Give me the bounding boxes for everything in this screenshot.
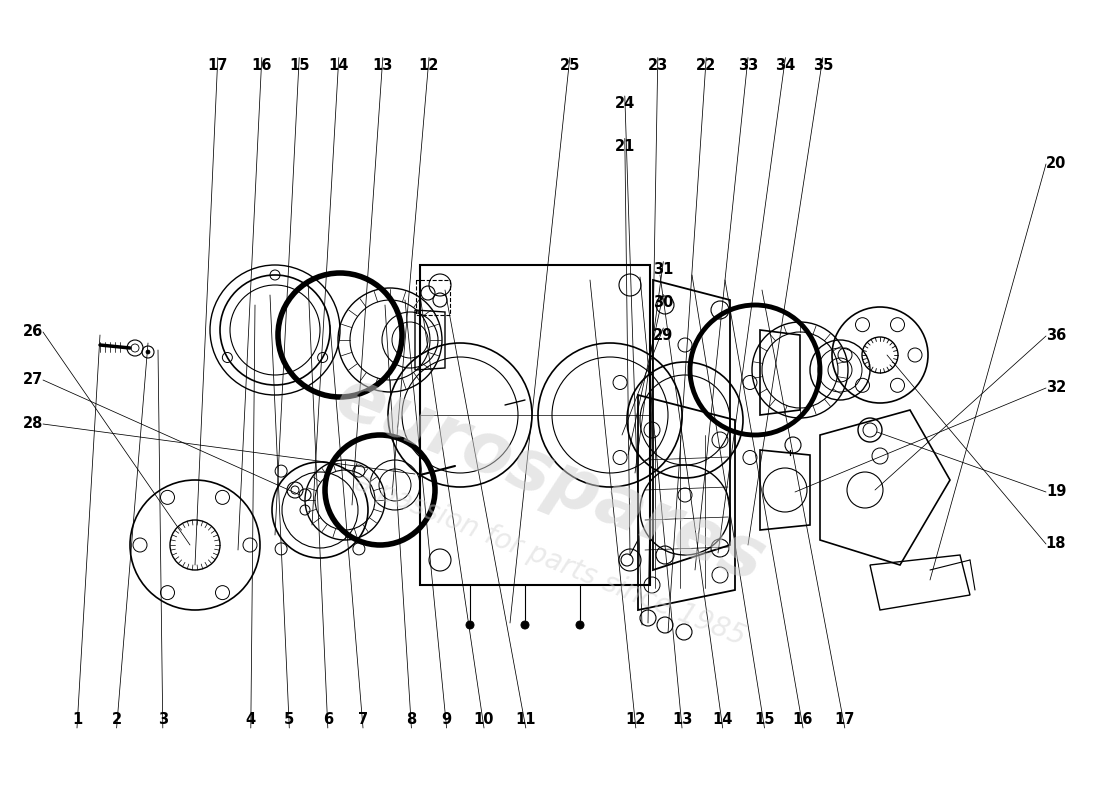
Text: 22: 22 xyxy=(696,58,716,73)
Text: 12: 12 xyxy=(626,713,646,727)
Circle shape xyxy=(466,621,474,629)
Text: 14: 14 xyxy=(713,713,733,727)
Text: 13: 13 xyxy=(672,713,692,727)
Text: 24: 24 xyxy=(615,97,635,111)
Text: 36: 36 xyxy=(1046,329,1066,343)
Text: 23: 23 xyxy=(648,58,668,73)
Text: 34: 34 xyxy=(776,58,795,73)
Text: 3: 3 xyxy=(157,713,168,727)
Text: 15: 15 xyxy=(755,713,774,727)
Circle shape xyxy=(576,621,584,629)
Text: 28: 28 xyxy=(23,417,43,431)
Text: 15: 15 xyxy=(289,58,309,73)
Text: 5: 5 xyxy=(284,713,295,727)
Text: 16: 16 xyxy=(793,713,813,727)
Text: a passion for parts since 1985: a passion for parts since 1985 xyxy=(350,469,750,651)
Text: 1: 1 xyxy=(72,713,82,727)
Text: 12: 12 xyxy=(419,58,439,73)
Text: 21: 21 xyxy=(615,139,635,154)
Text: 17: 17 xyxy=(835,713,855,727)
Text: 30: 30 xyxy=(653,295,673,310)
Text: 27: 27 xyxy=(23,373,43,387)
Text: 20: 20 xyxy=(1046,157,1066,171)
Text: 10: 10 xyxy=(474,713,494,727)
Text: 8: 8 xyxy=(406,713,417,727)
Text: 19: 19 xyxy=(1046,485,1066,499)
Text: 6: 6 xyxy=(322,713,333,727)
Text: 7: 7 xyxy=(358,713,368,727)
Text: 31: 31 xyxy=(653,262,673,277)
Bar xyxy=(420,265,650,585)
Text: 9: 9 xyxy=(441,713,452,727)
Text: 4: 4 xyxy=(245,713,256,727)
Text: 18: 18 xyxy=(1046,537,1066,551)
Text: 33: 33 xyxy=(738,58,758,73)
Text: 35: 35 xyxy=(813,58,833,73)
Text: 32: 32 xyxy=(1046,381,1066,395)
Circle shape xyxy=(521,621,529,629)
Circle shape xyxy=(146,350,150,354)
Text: 26: 26 xyxy=(23,325,43,339)
Text: 17: 17 xyxy=(208,58,228,73)
Text: 16: 16 xyxy=(252,58,272,73)
Text: 29: 29 xyxy=(653,329,673,343)
Text: eurospares: eurospares xyxy=(326,362,774,598)
Text: 13: 13 xyxy=(373,58,393,73)
Text: 14: 14 xyxy=(329,58,349,73)
Text: 2: 2 xyxy=(111,713,122,727)
Text: 25: 25 xyxy=(560,58,580,73)
Text: 11: 11 xyxy=(516,713,536,727)
